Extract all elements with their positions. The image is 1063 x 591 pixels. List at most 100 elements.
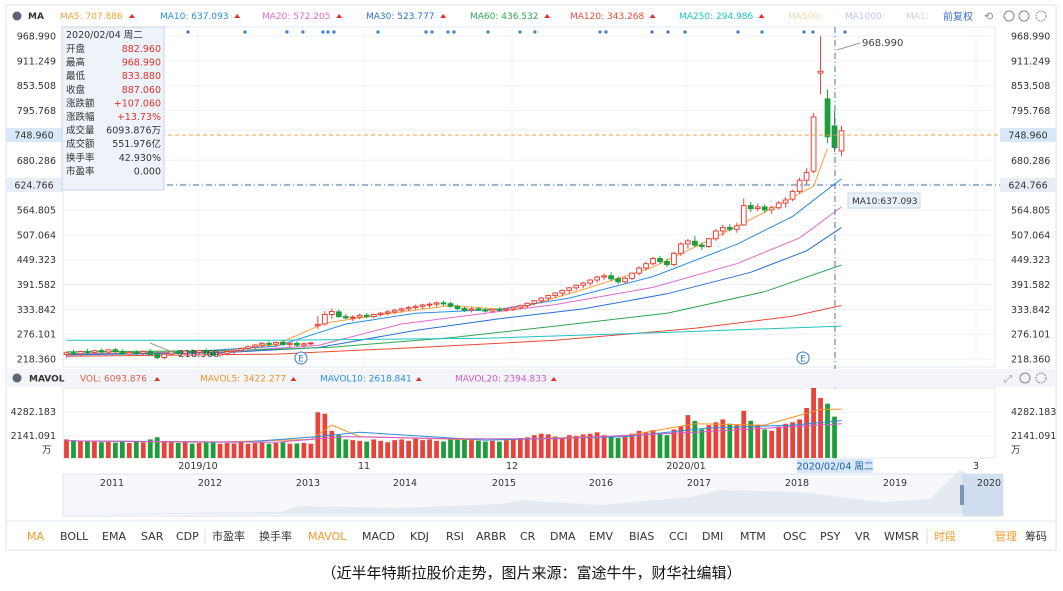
event-dot[interactable] — [486, 30, 490, 34]
event-dot[interactable] — [518, 30, 522, 34]
candle — [175, 351, 182, 354]
tab-item[interactable]: DMA — [550, 530, 576, 543]
event-dot[interactable] — [243, 30, 247, 34]
event-dot[interactable] — [285, 30, 289, 34]
tab-item-right[interactable]: 管理 — [995, 529, 1017, 543]
tab-item[interactable]: MACD — [362, 530, 395, 543]
current-date-tag — [797, 459, 873, 473]
tab-item[interactable]: 换手率 — [259, 529, 292, 543]
low-label: 218.360 — [178, 349, 219, 360]
event-dot[interactable] — [301, 30, 305, 34]
tab-item[interactable]: CCI — [669, 530, 688, 543]
event-dot[interactable] — [376, 30, 380, 34]
tab-item[interactable]: MA — [27, 530, 44, 543]
tab-item[interactable]: EMV — [589, 530, 613, 543]
volume-bar — [441, 441, 446, 458]
current-date: 2020/02/04 周二 — [797, 462, 874, 473]
tab-item[interactable]: DMI — [702, 530, 723, 543]
event-dot[interactable] — [683, 30, 687, 34]
tab-item[interactable]: 市盈率 — [212, 529, 245, 543]
volume-bar — [573, 435, 579, 458]
event-dot[interactable] — [533, 30, 537, 34]
info-value: 882.960 — [122, 44, 161, 55]
event-dot[interactable] — [650, 30, 654, 34]
volume-bar — [364, 441, 370, 458]
tab-item[interactable]: BOLL — [60, 530, 89, 543]
event-dot[interactable] — [736, 30, 740, 34]
event-dot[interactable] — [604, 30, 608, 34]
event-dot[interactable] — [843, 30, 847, 34]
settings-icon[interactable] — [1035, 10, 1047, 22]
zoom-out-icon[interactable] — [1003, 10, 1015, 22]
event-dot[interactable] — [332, 30, 336, 34]
price-axis-label-left: 276.101 — [17, 330, 56, 341]
candle — [154, 354, 161, 359]
tab-item[interactable]: EMA — [102, 530, 126, 543]
tab-item-right[interactable]: 筹码 — [1025, 529, 1047, 543]
event-dot[interactable] — [430, 30, 434, 34]
event-dot[interactable] — [760, 30, 764, 34]
adjust-label[interactable]: 前复权 — [943, 10, 973, 23]
volume-unit-left: 万 — [42, 445, 52, 456]
earnings-marker[interactable] — [796, 351, 810, 365]
tab-item[interactable]: CDP — [176, 530, 199, 543]
volume-bar — [413, 438, 418, 458]
undo-icon[interactable]: ⟲ — [984, 10, 993, 23]
tab-item[interactable]: OSC — [783, 530, 807, 543]
tab-item[interactable]: CR — [520, 530, 536, 543]
tab-item[interactable]: WMSR — [884, 530, 919, 543]
event-dot[interactable] — [666, 30, 670, 34]
event-dot[interactable] — [811, 30, 815, 34]
tab-item[interactable]: ARBR — [476, 530, 507, 543]
volume-bar — [78, 440, 83, 458]
candle — [489, 308, 496, 312]
expand-icon[interactable]: ⤢ — [1004, 374, 1012, 385]
volume-bar — [769, 430, 775, 458]
event-dot[interactable] — [186, 30, 190, 34]
volume-settings-icon[interactable] — [1035, 372, 1047, 384]
volume-bar — [273, 443, 279, 458]
zoom-in-icon[interactable] — [1018, 10, 1030, 22]
tab-item[interactable]: KDJ — [410, 530, 429, 543]
up-arrow-icon — [544, 14, 551, 18]
price-axis-label-left: 564.805 — [17, 205, 56, 216]
tab-item[interactable]: SAR — [141, 530, 164, 543]
volume-bar — [517, 438, 523, 458]
price-axis-label-left: 680.286 — [17, 156, 56, 167]
earnings-marker[interactable] — [294, 351, 308, 365]
candle — [503, 308, 510, 311]
volume-bar — [538, 433, 544, 458]
tab-item[interactable]: RSI — [446, 530, 464, 543]
date-label: 2020/01 — [666, 461, 705, 472]
navigator-year: 2016 — [589, 478, 613, 489]
candle — [496, 308, 503, 311]
candle — [608, 275, 614, 280]
navigator-left-handle[interactable] — [960, 485, 964, 505]
event-dot[interactable] — [321, 30, 325, 34]
tab-item[interactable]: 时段 — [934, 529, 956, 543]
tab-item[interactable]: MAVOL — [308, 530, 347, 543]
event-dot[interactable] — [326, 30, 330, 34]
collapse-icon[interactable] — [12, 11, 22, 21]
tab-item[interactable]: MTM — [740, 530, 766, 543]
tab-item[interactable]: PSY — [820, 530, 841, 543]
volume-close-icon[interactable] — [1019, 372, 1031, 384]
tab-item[interactable]: BIAS — [629, 530, 654, 543]
price-axis-label-left: 333.842 — [17, 305, 56, 316]
volume-collapse-icon[interactable] — [12, 373, 22, 383]
volume-bar — [706, 425, 712, 458]
volume-bar — [566, 435, 572, 458]
navigator-selection[interactable] — [962, 474, 1003, 516]
candle — [803, 171, 810, 181]
event-dot[interactable] — [452, 30, 456, 34]
event-dot[interactable] — [802, 30, 806, 34]
volume-bar — [664, 435, 670, 458]
up-arrow-icon — [234, 14, 241, 18]
tab-item[interactable]: VR — [855, 530, 871, 543]
volume-bar — [140, 442, 146, 458]
event-dot[interactable] — [598, 30, 602, 34]
event-dot[interactable] — [446, 30, 450, 34]
event-dot[interactable] — [424, 30, 428, 34]
volume-bar — [266, 443, 272, 458]
range-navigator[interactable]: 2011 2012 2013 2014 2015 2016 2017 2018 2019 2020 — [62, 470, 1004, 517]
